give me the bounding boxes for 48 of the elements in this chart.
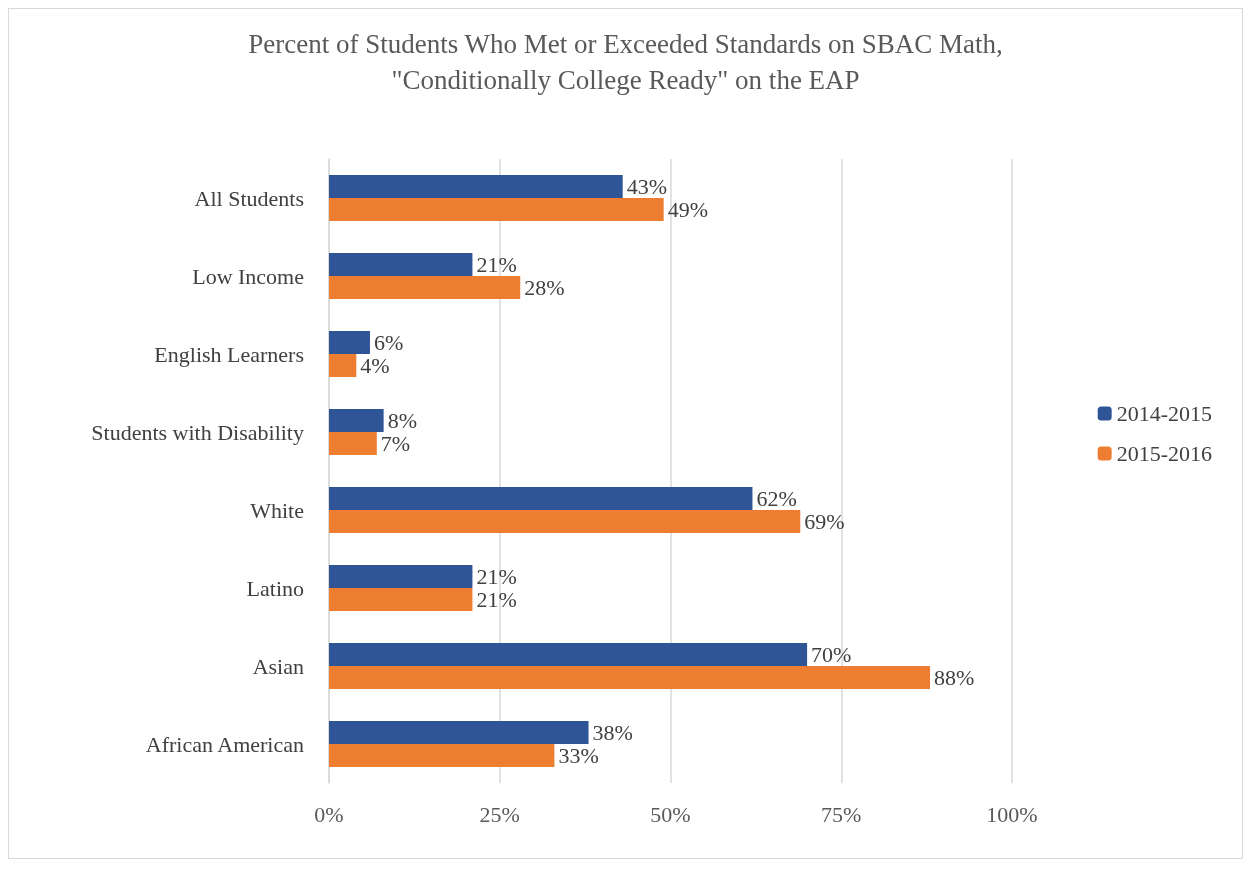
x-tick-label: 100% [986,801,1038,827]
bar [329,510,801,533]
data-label: 21% [476,587,517,612]
y-tick-label: Low Income [192,263,304,289]
bar [329,276,521,299]
data-label: 88% [934,665,975,690]
y-tick-label: White [250,497,304,523]
bar [329,666,931,689]
data-label: 69% [804,509,845,534]
data-label: 21% [476,564,517,589]
bar [329,588,473,611]
x-tick-label: 50% [650,801,691,827]
data-label: 33% [558,743,599,768]
bar [329,744,555,767]
bar [329,432,377,455]
data-label: 6% [373,330,404,355]
data-label: 28% [524,275,565,300]
bar [329,198,664,221]
y-tick-label: Asian [252,653,304,679]
data-label: 38% [592,720,633,745]
y-tick-label: Latino [246,575,304,601]
data-label: 43% [626,174,668,199]
data-label: 70% [811,642,852,667]
data-label: 49% [667,197,708,222]
legend-label: 2014-2015 [1116,401,1212,426]
data-label: 62% [756,486,797,511]
data-label: 7% [380,431,411,456]
y-tick-label: African American [145,731,304,757]
data-label: 21% [476,252,517,277]
bar [329,253,473,276]
y-tick-label: All Students [194,185,304,211]
bar [329,409,384,432]
x-tick-label: 0% [314,801,344,827]
bar [329,643,808,666]
data-label: 8% [387,408,417,433]
legend-label: 2015-2016 [1116,441,1212,466]
data-label: 4% [360,353,390,378]
bar [329,721,589,744]
chart-title: Percent of Students Who Met or Exceeded Standards on SBAC Math, "Conditionally College Ready" on the EAP [248,29,1003,95]
bar [329,565,473,588]
bar [329,354,357,377]
x-tick-label: 75% [821,801,862,827]
y-tick-label: Students with Disability [91,419,304,445]
bar [329,331,370,354]
x-tick-label: 25% [479,801,520,827]
y-tick-label: English Learners [154,341,304,367]
bar [329,175,623,198]
bar [329,487,753,510]
